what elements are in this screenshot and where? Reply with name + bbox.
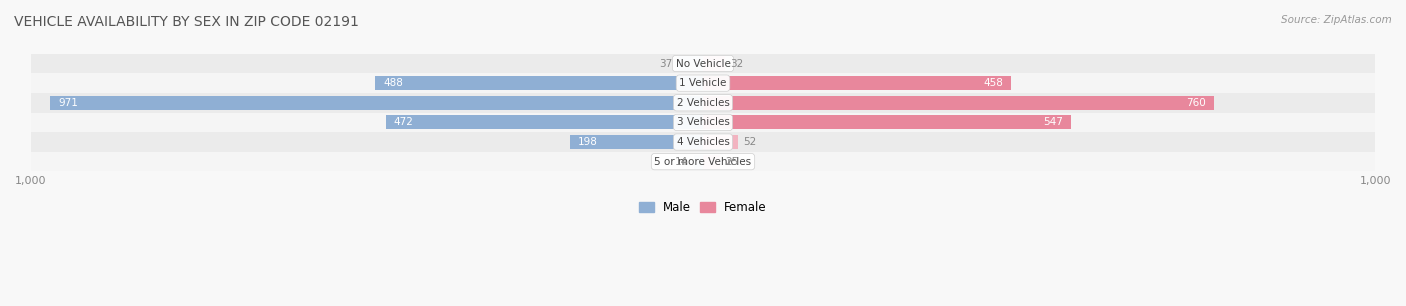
Bar bbox=[31, 113, 1375, 132]
Text: 4 Vehicles: 4 Vehicles bbox=[676, 137, 730, 147]
Bar bbox=[51, 96, 703, 110]
Text: Source: ZipAtlas.com: Source: ZipAtlas.com bbox=[1281, 15, 1392, 25]
Bar bbox=[678, 56, 703, 71]
Bar bbox=[385, 115, 703, 129]
Bar bbox=[693, 155, 703, 169]
Text: 971: 971 bbox=[58, 98, 79, 108]
Text: 32: 32 bbox=[730, 58, 744, 69]
Text: VEHICLE AVAILABILITY BY SEX IN ZIP CODE 02191: VEHICLE AVAILABILITY BY SEX IN ZIP CODE … bbox=[14, 15, 359, 29]
Text: No Vehicle: No Vehicle bbox=[675, 58, 731, 69]
Bar bbox=[703, 56, 724, 71]
Legend: Male, Female: Male, Female bbox=[634, 196, 772, 219]
Text: 472: 472 bbox=[394, 118, 413, 127]
Text: 488: 488 bbox=[382, 78, 404, 88]
Bar bbox=[31, 132, 1375, 152]
Text: 547: 547 bbox=[1043, 118, 1063, 127]
Text: 5 or more Vehicles: 5 or more Vehicles bbox=[654, 157, 752, 167]
Text: 198: 198 bbox=[578, 137, 598, 147]
Bar bbox=[31, 54, 1375, 73]
Text: 37: 37 bbox=[659, 58, 672, 69]
Bar bbox=[569, 135, 703, 149]
Text: 25: 25 bbox=[725, 157, 738, 167]
Bar bbox=[31, 152, 1375, 171]
Text: 2 Vehicles: 2 Vehicles bbox=[676, 98, 730, 108]
Bar bbox=[31, 73, 1375, 93]
Text: 52: 52 bbox=[744, 137, 756, 147]
Text: 14: 14 bbox=[675, 157, 688, 167]
Text: 1 Vehicle: 1 Vehicle bbox=[679, 78, 727, 88]
Text: 458: 458 bbox=[983, 78, 1002, 88]
Bar bbox=[703, 115, 1071, 129]
Bar bbox=[31, 93, 1375, 113]
Bar bbox=[703, 76, 1011, 90]
Bar bbox=[703, 96, 1213, 110]
Bar bbox=[375, 76, 703, 90]
Bar bbox=[703, 135, 738, 149]
Text: 3 Vehicles: 3 Vehicles bbox=[676, 118, 730, 127]
Text: 760: 760 bbox=[1187, 98, 1206, 108]
Bar bbox=[703, 155, 720, 169]
